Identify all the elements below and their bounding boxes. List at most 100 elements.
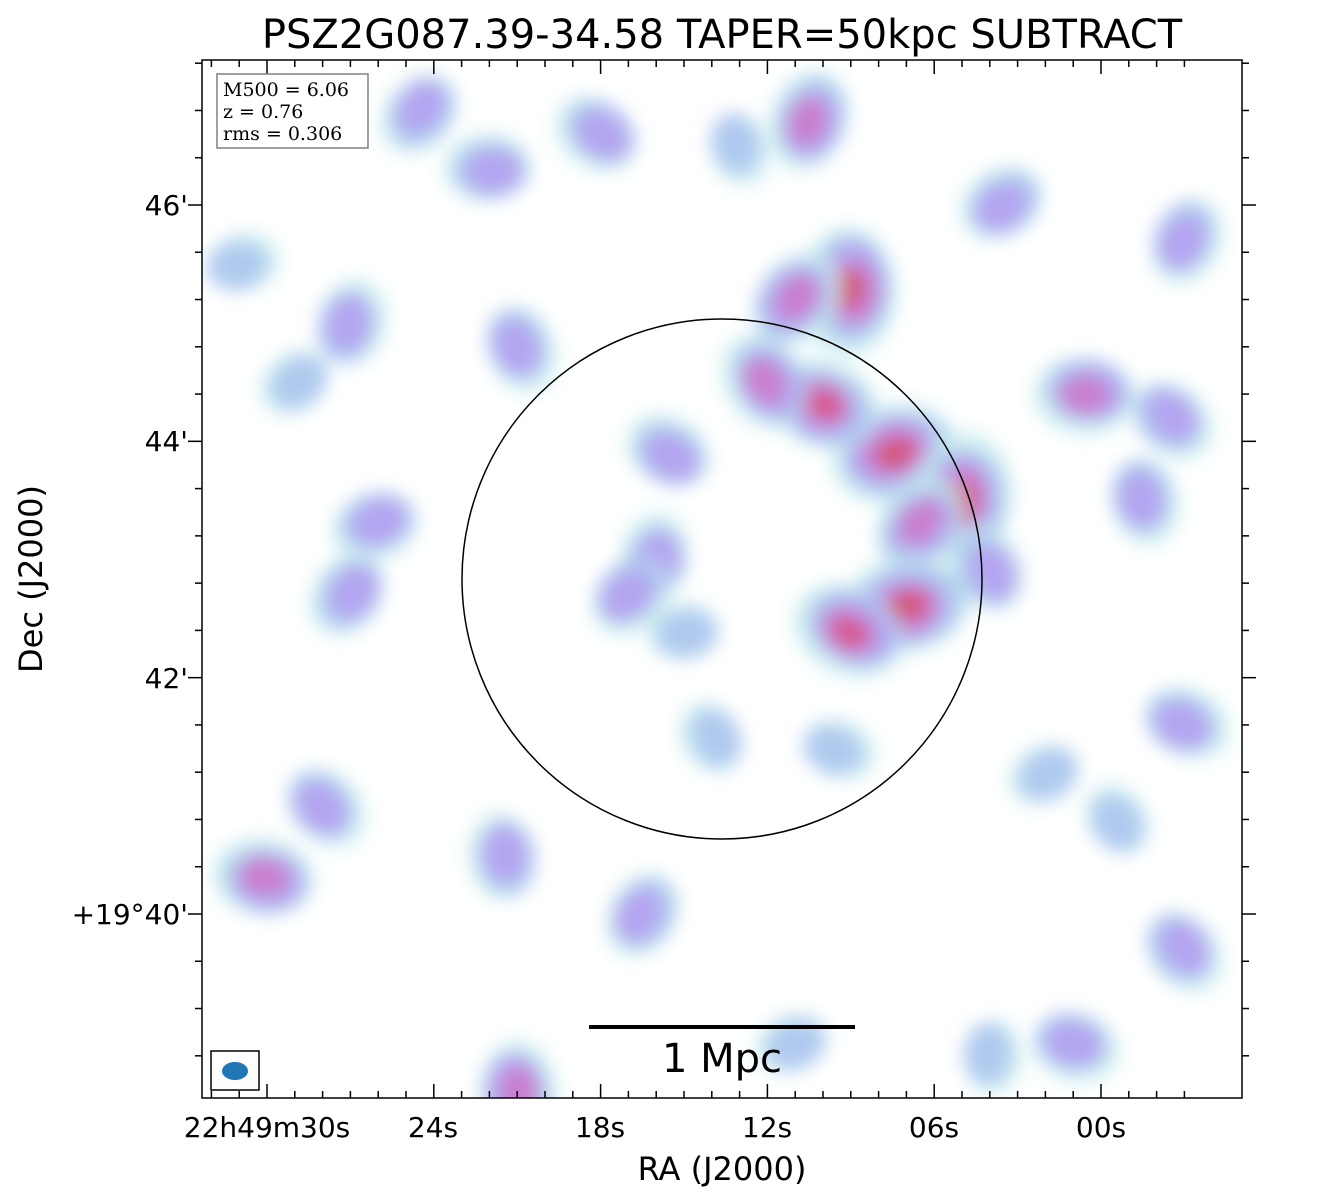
emission-contour — [765, 1018, 825, 1070]
info-box-frame — [216, 73, 369, 149]
emission-contour — [600, 570, 654, 623]
emission-blob — [803, 719, 876, 780]
emission-contour — [655, 609, 717, 658]
emission-contour — [776, 274, 820, 321]
emission-blob — [309, 553, 385, 636]
emission-contour — [1146, 390, 1200, 442]
emission-contour — [1018, 748, 1078, 801]
y-tick-label: 44' — [145, 425, 188, 458]
y-tick-label: 42' — [145, 662, 188, 695]
x-axis-label: RA (J2000) — [638, 1150, 807, 1188]
emission-blob — [767, 71, 850, 171]
y-axis-label: Dec (J2000) — [12, 485, 50, 673]
emission-contour — [711, 113, 761, 175]
emission-blob — [876, 475, 966, 568]
emission-contour — [807, 390, 844, 421]
scale-bar-label: 1 Mpc — [662, 1036, 782, 1082]
emission-blob — [467, 812, 536, 901]
emission-blob — [260, 349, 329, 415]
emission-blob — [591, 557, 671, 636]
x-tick-label: 06s — [909, 1111, 959, 1144]
emission-blob — [709, 112, 770, 186]
emission-blob — [1151, 199, 1224, 285]
emission-blob — [792, 584, 904, 679]
emission-blob — [287, 768, 366, 848]
emission-contour — [326, 295, 373, 353]
info-box: M500 = 6.06 z = 0.76 rms = 0.306 — [216, 73, 369, 149]
y-tick-label: +19°40' — [72, 898, 188, 931]
emission-blob — [626, 413, 710, 488]
emission-blob — [554, 96, 637, 172]
emission-contour — [575, 110, 630, 161]
emission-contour — [351, 499, 409, 546]
emission-blob — [479, 1040, 558, 1098]
emission-contour — [394, 80, 446, 134]
emission-contour — [613, 888, 662, 944]
emission-contour — [296, 782, 348, 835]
info-m500: M500 = 6.06 — [223, 79, 349, 101]
emission-contour — [1155, 701, 1212, 750]
emission-contour — [238, 856, 289, 896]
x-tick-label: 18s — [575, 1111, 625, 1144]
emission-contour — [843, 275, 859, 296]
emission-map — [206, 71, 1230, 1098]
emission-blob — [605, 873, 679, 957]
emission-contour — [963, 1023, 1012, 1085]
info-redshift: z = 0.76 — [223, 101, 303, 123]
emission-contour — [1117, 471, 1164, 529]
emission-contour — [270, 355, 327, 409]
beam-ellipse — [222, 1062, 248, 1080]
x-tick-label: 24s — [408, 1111, 458, 1144]
emission-contour — [481, 823, 527, 882]
x-tick-label: 00s — [1076, 1111, 1126, 1144]
plot-frame — [201, 59, 1243, 1099]
emission-blob — [963, 1019, 1022, 1094]
emission-blob — [1033, 356, 1135, 435]
emission-contour — [803, 724, 864, 775]
chart-title: PSZ2G087.39-34.58 TAPER=50kpc SUBTRACT — [262, 12, 1183, 58]
emission-blob — [380, 73, 458, 154]
emission-contour — [787, 96, 828, 146]
y-tick-label: 46' — [145, 189, 188, 222]
emission-blob — [1032, 1012, 1120, 1083]
emission-blob — [1008, 743, 1080, 805]
axis-ticks — [188, 60, 1256, 1098]
info-rms: rms = 0.306 — [223, 123, 342, 145]
emission-blob — [317, 278, 388, 366]
emission-blob — [443, 133, 532, 202]
x-tick-label: 12s — [742, 1111, 792, 1144]
emission-contour — [973, 183, 1029, 233]
emission-contour — [1059, 375, 1110, 414]
emission-contour — [1090, 793, 1144, 852]
emission-contour — [1045, 1021, 1103, 1068]
emission-blob — [678, 702, 742, 774]
emission-contour — [743, 357, 786, 405]
emission-contour — [898, 498, 943, 544]
emission-blob — [212, 837, 314, 917]
emission-contour — [643, 432, 699, 482]
emission-blob — [1133, 381, 1214, 459]
emission-contour — [328, 565, 379, 620]
emission-contour — [881, 449, 901, 465]
emission-blob — [1146, 911, 1224, 992]
emission-contour — [500, 1066, 539, 1098]
emission-contour — [1159, 215, 1207, 272]
emission-contour — [464, 149, 523, 194]
emission-contour — [832, 618, 869, 649]
emission-contour — [207, 241, 268, 290]
emission-blob — [754, 251, 843, 346]
emission-blob — [646, 602, 721, 661]
emission-contour — [1160, 920, 1211, 975]
emission-blob — [1085, 784, 1149, 854]
emission-blob — [959, 165, 1043, 241]
emission-blob — [720, 333, 806, 430]
emission-blob — [331, 492, 419, 563]
emission-contour — [690, 708, 742, 768]
emission-contour — [493, 319, 541, 377]
emission-blob — [485, 306, 558, 393]
emission-blob — [206, 232, 280, 292]
r500-circle — [461, 318, 983, 840]
emission-blob — [1144, 687, 1230, 759]
emission-blob — [1110, 458, 1180, 546]
